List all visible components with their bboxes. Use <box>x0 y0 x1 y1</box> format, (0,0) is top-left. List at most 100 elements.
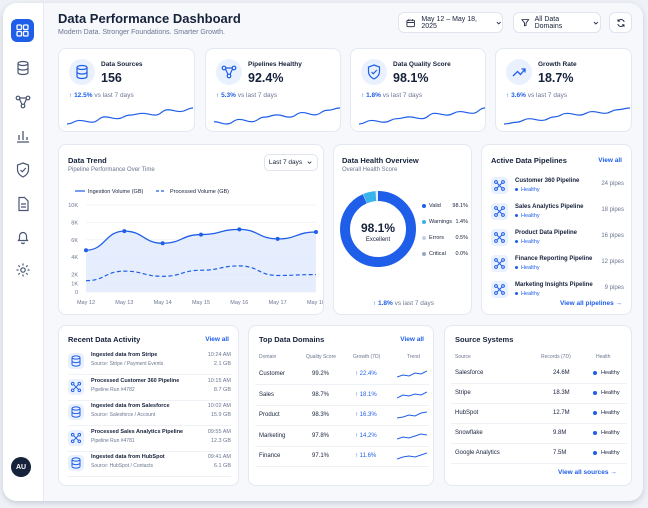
pipeline-icon <box>68 378 84 395</box>
x-tick-label: May 16 <box>230 300 248 306</box>
legend-value: 1.4% <box>455 219 468 225</box>
y-tick-label: 6K <box>71 238 78 244</box>
source-health: Healthy <box>593 410 620 416</box>
bar-chart-icon[interactable] <box>14 127 32 145</box>
source-health: Healthy <box>593 450 620 456</box>
source-row[interactable]: Snowflake 9.8M Healthy <box>451 424 627 444</box>
source-health-label: Healthy <box>601 430 620 436</box>
status-dot <box>515 266 518 270</box>
pipeline-row[interactable]: Finance Reporting Pipeline Healthy 12 pipe… <box>491 253 624 275</box>
bell-icon[interactable] <box>14 228 32 246</box>
kpi-value: 98.1% <box>393 71 429 85</box>
kpi-value: 92.4% <box>248 71 284 85</box>
activity-time: 09:41 AM <box>207 454 231 460</box>
domain-row[interactable]: Product 98.3% ↑ 16.3% <box>255 406 429 426</box>
activity-source: Source: HubSpot / Contacts <box>91 463 153 469</box>
domain-quality: 98.7% <box>312 391 330 398</box>
source-name: Snowflake <box>455 430 483 436</box>
shield-icon[interactable] <box>14 161 32 179</box>
document-icon[interactable] <box>14 195 32 213</box>
source-row[interactable]: HubSpot 12.7M Healthy <box>451 404 627 424</box>
activity-row[interactable]: Processed Customer 360 Pipeline Pipeline … <box>68 376 231 401</box>
view-all-domains-link[interactable]: View all <box>400 336 424 343</box>
domain-row[interactable]: Finance 97.1% ↑ 11.6% <box>255 447 429 467</box>
pipeline-name: Product Data Pipeline <box>515 230 578 236</box>
data-point-ingestion <box>122 229 127 234</box>
domain-name: Marketing <box>259 432 286 439</box>
x-tick-label: May 18 <box>307 300 323 306</box>
source-records: 9.8M <box>553 430 567 436</box>
source-row[interactable]: Google Analytics 7.5M Healthy <box>451 444 627 464</box>
activity-row[interactable]: Ingested data from Salesforce Source: Sal… <box>68 401 231 426</box>
activity-title: Ingested data from HubSpot <box>91 454 165 460</box>
sidebar: AU <box>3 3 44 501</box>
data-point-ingestion <box>160 241 165 246</box>
legend-value: 98.1% <box>452 203 468 209</box>
domain-trend-sparkline <box>397 370 427 378</box>
table-header: Health <box>596 354 611 360</box>
health-delta: ↑ 1.8% vs last 7 days <box>372 300 435 307</box>
donut-segment-valid <box>340 191 416 267</box>
period-select[interactable]: Last 7 days <box>264 154 318 171</box>
pipeline-row[interactable]: Marketing Insights Pipeline Healthy 9 pipe… <box>491 279 624 301</box>
domain-growth: ↑ 16.3% <box>355 412 377 418</box>
card-subtitle: Pipeline Performance Over Time <box>68 167 155 173</box>
domain-row[interactable]: Customer 99.2% ↑ 22.4% <box>255 365 429 385</box>
status-dot <box>593 410 597 415</box>
y-tick-label: 2K <box>71 273 78 279</box>
pipeline-name: Sales Analytics Pipeline <box>515 204 584 210</box>
domain-quality: 97.8% <box>312 432 330 439</box>
refresh-button[interactable] <box>609 12 632 33</box>
top-domains-card: Top Data Domains View all Domain Quality… <box>248 325 434 486</box>
legend-label: Valid <box>429 203 441 209</box>
activity-size: 15.9 GB <box>210 412 231 418</box>
date-range-picker[interactable]: May 12 – May 18, 2025 <box>398 12 503 33</box>
kpi-delta: ↑ 12.5% vs last 7 days <box>69 92 134 99</box>
activity-row[interactable]: Ingested data from Stripe Source: Stripe … <box>68 350 231 375</box>
kpi-sparkline <box>504 107 630 125</box>
view-all-activity-link[interactable]: View all <box>205 336 229 343</box>
x-tick-label: May 12 <box>77 300 95 306</box>
series-area-ingestion <box>86 229 316 292</box>
card-title: Active Data Pipelines <box>491 156 567 165</box>
kpi-delta-period: vs last 7 days <box>527 92 568 99</box>
pipeline-row[interactable]: Sales Analytics Pipeline Healthy 18 pipes <box>491 201 624 223</box>
kpi-value: 156 <box>101 71 122 85</box>
activity-row[interactable]: Ingested data from HubSpot Source: HubSpo… <box>68 452 231 477</box>
series-line-processed <box>85 265 317 282</box>
pipeline-row[interactable]: Customer 360 Pipeline Healthy 24 pipes <box>491 175 624 197</box>
settings-gear-icon[interactable] <box>14 261 32 279</box>
pipeline-row[interactable]: Product Data Pipeline Healthy 16 pipes <box>491 227 624 249</box>
domains-filter-dropdown[interactable]: All Data Domains <box>513 12 601 33</box>
view-all-pipelines-footer-link[interactable]: View all pipelines → <box>560 300 623 307</box>
legend-label: Processed Volume (GB) <box>170 189 229 195</box>
dashboard-nav-button[interactable] <box>11 19 34 42</box>
trending-up-icon <box>506 59 532 85</box>
chart-legend: Ingestion Volume (GB) Processed Volume (… <box>75 189 229 195</box>
view-all-sources-link[interactable]: View all sources → <box>558 469 617 476</box>
source-row[interactable]: Salesforce 24.6M Healthy <box>451 364 627 384</box>
source-systems-card: Source Systems Source Records (7D) Healt… <box>444 325 632 486</box>
status-dot <box>515 214 518 218</box>
table-header: Trend <box>407 354 420 360</box>
source-health-label: Healthy <box>601 410 620 416</box>
user-avatar[interactable]: AU <box>11 457 31 477</box>
source-row[interactable]: Stripe 18.3M Healthy <box>451 384 627 404</box>
database-icon[interactable] <box>14 59 32 77</box>
pipeline-count: 24 pipes <box>601 181 624 187</box>
domain-growth: ↑ 14.2% <box>355 432 377 439</box>
pipeline-status-label: Healthy <box>521 291 540 297</box>
domain-row[interactable]: Marketing 97.8% ↑ 14.2% <box>255 427 429 447</box>
pipeline-status: Healthy <box>515 265 540 271</box>
pipeline-icon <box>491 255 508 272</box>
domain-row[interactable]: Sales 98.7% ↑ 18.1% <box>255 386 429 406</box>
kpi-delta-period: vs last 7 days <box>382 92 423 99</box>
health-legend: Valid 98.1% Warnings 1.4% Errors 0.5% Criti… <box>422 203 468 267</box>
view-all-pipelines-link[interactable]: View all <box>598 157 622 164</box>
pipeline-icon[interactable] <box>14 93 32 111</box>
activity-row[interactable]: Processed Sales Analytics Pipeline Pipeli… <box>68 427 231 452</box>
trend-line-chart: Ingestion Volume (GB) Processed Volume (… <box>68 189 323 306</box>
activity-title: Processed Sales Analytics Pipeline <box>91 428 184 435</box>
y-tick-label: 4K <box>71 255 78 261</box>
domain-growth: ↑ 18.1% <box>355 391 377 398</box>
